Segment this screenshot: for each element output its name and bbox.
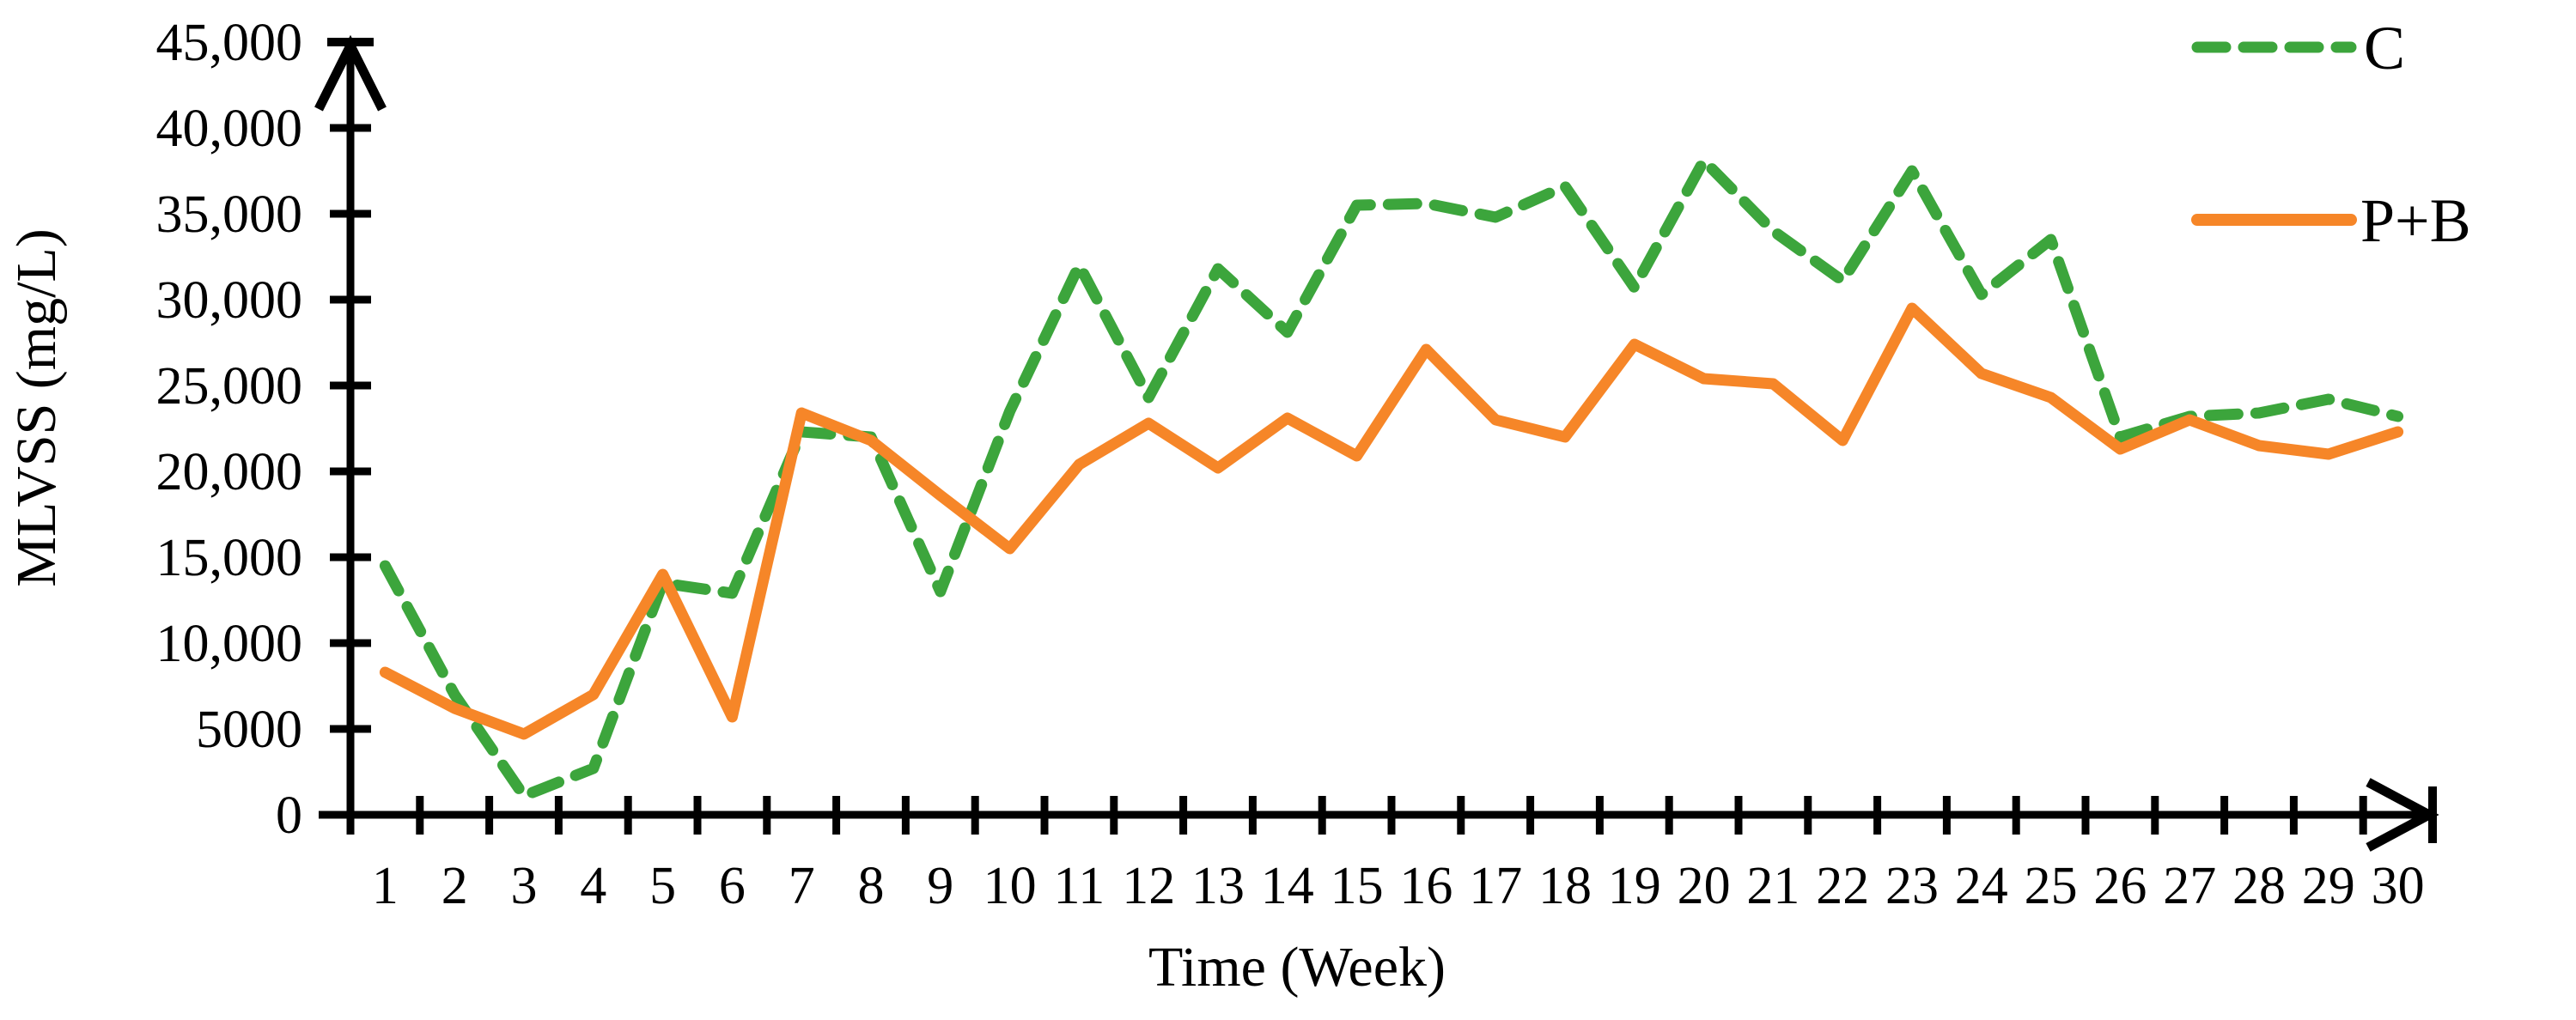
x-tick-label: 25 [2025,857,2078,915]
y-tick-label: 10,000 [156,615,303,673]
x-tick-label: 26 [2093,857,2147,915]
series-c-line [379,155,2404,802]
y-tick-label: 35,000 [156,185,303,244]
legend-pb-label: P+B [2360,186,2471,255]
x-tick-label: 13 [1191,857,1245,915]
y-tick-label: 30,000 [156,271,303,330]
x-tick-label: 29 [2302,857,2355,915]
legend: C P+B [2191,14,2471,255]
x-tick-label: 11 [1054,857,1105,915]
x-axis-arrow-icon [2366,778,2439,852]
x-tick-label: 23 [1885,857,1939,915]
x-tick-label: 22 [1816,857,1869,915]
y-tick-label: 0 [276,786,302,845]
y-tick-label: 15,000 [156,529,303,587]
y-tick-label: 45,000 [156,14,303,72]
x-tick-label: 20 [1678,857,1731,915]
x-tick-label: 2 [442,857,468,915]
x-tick-label: 14 [1261,857,1314,915]
x-tick-label: 4 [580,857,606,915]
x-axis-ticks [416,796,2367,835]
x-tick-label: 16 [1399,857,1452,915]
x-tick-label: 6 [719,857,746,915]
series-group [379,155,2404,802]
x-tick-label: 15 [1331,857,1384,915]
x-tick-label: 10 [984,857,1037,915]
x-tick-label: 3 [511,857,538,915]
series-pb-line [379,302,2404,740]
y-tick-label: 5000 [196,701,302,759]
x-tick-label: 1 [372,857,399,915]
y-axis-arrow-icon [314,34,387,112]
y-axis-title: MLVSS (mg/L) [5,228,68,586]
x-axis-title: Time (Week) [1148,936,1446,999]
x-tick-label: 21 [1746,857,1800,915]
x-tick-label: 19 [1608,857,1661,915]
x-tick-label: 5 [649,857,676,915]
y-axis-tick-labels: 0 5000 10,000 15,000 20,000 25,000 30,000 35,00… [156,14,303,845]
y-tick-label: 20,000 [156,443,303,501]
x-tick-label: 27 [2163,857,2216,915]
x-tick-label: 7 [789,857,815,915]
x-tick-label: 9 [927,857,953,915]
x-tick-label: 8 [858,857,885,915]
x-tick-label: 28 [2232,857,2286,915]
y-tick-label: 25,000 [156,357,303,416]
x-tick-label: 24 [1955,857,2008,915]
x-tick-label: 17 [1469,857,1522,915]
x-axis-tick-labels: 1 2 3 4 5 6 7 8 9 10 11 12 13 14 15 16 17 18 19 20 21 22 23 24 2… [372,857,2425,915]
legend-c-label: C [2364,14,2405,82]
y-axis: 0 5000 10,000 15,000 20,000 25,000 30,000 35,00… [156,14,387,845]
x-axis: 1 2 3 4 5 6 7 8 9 10 11 12 13 14 15 16 17 18 19 20 21 22 23 24 2… [319,778,2439,915]
y-tick-label: 40,000 [156,100,303,158]
x-tick-label: 18 [1538,857,1592,915]
x-tick-label: 12 [1122,857,1175,915]
x-tick-label: 30 [2372,857,2425,915]
